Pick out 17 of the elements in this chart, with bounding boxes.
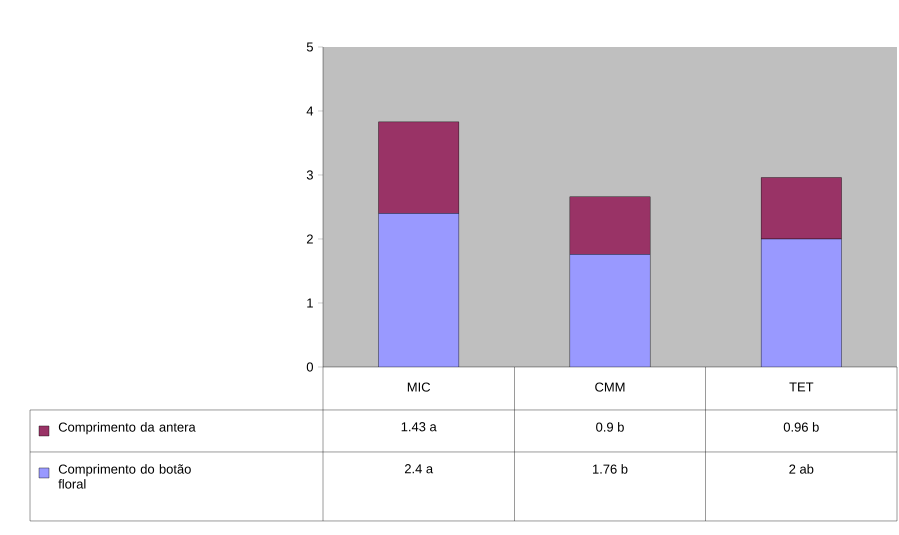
data-label: 2.4 a (404, 464, 434, 474)
x-tick-label: TET (789, 382, 814, 392)
legend-label: Comprimento da antera (58, 422, 196, 434)
x-tick-label: MIC (408, 382, 430, 392)
y-tick-label: 5 (306, 42, 313, 52)
y-tick-label: 1 (307, 298, 313, 308)
data-label: 0.9 b (596, 422, 624, 432)
data-label: 2 ab (789, 464, 814, 474)
x-tick-label: CMM (595, 382, 624, 392)
data-label: 0.96 b (784, 422, 819, 432)
y-tick-label: 4 (306, 106, 314, 116)
y-tick-label: 3 (306, 170, 313, 180)
y-tick-label: 0 (306, 362, 313, 372)
y-tick-label: 2 (306, 234, 313, 244)
data-label: 1.76 b (592, 464, 628, 474)
data-label: 1.43 a (402, 422, 437, 432)
legend-label: Comprimento do botão floral (58, 464, 191, 489)
